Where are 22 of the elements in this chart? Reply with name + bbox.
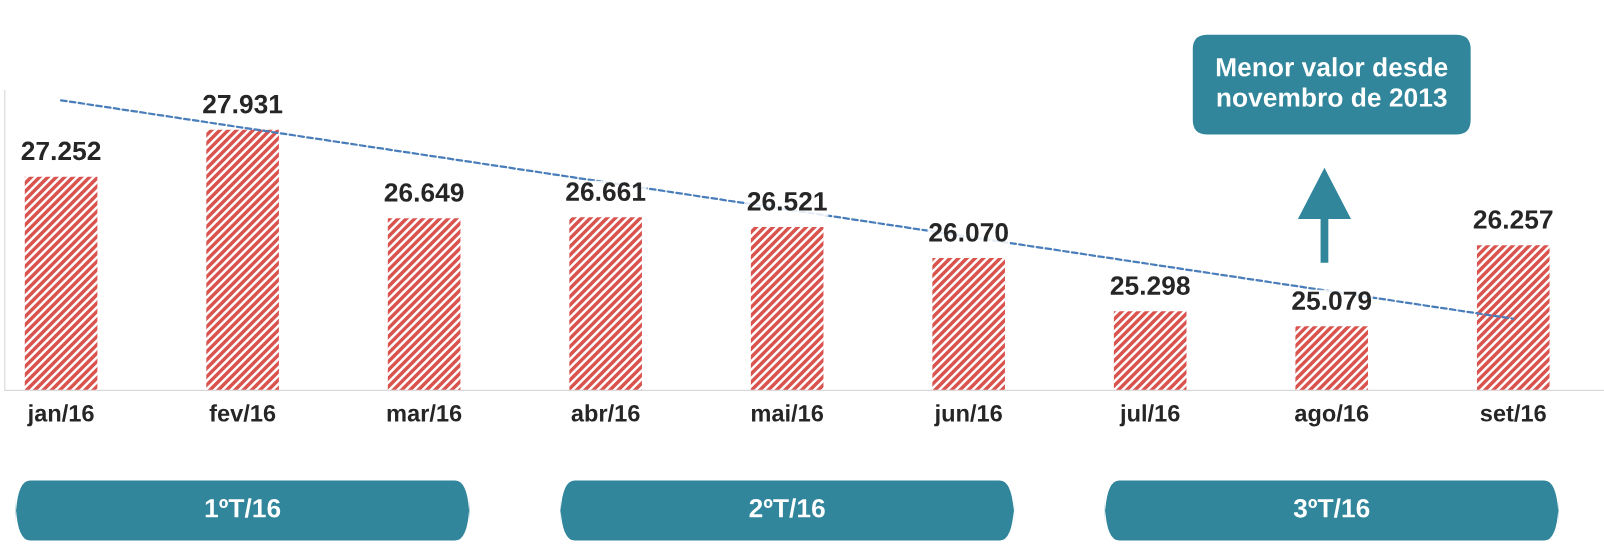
data-label: 27.931 [203,94,283,114]
x-tick-label: fev/16 [209,404,276,422]
data-label: 26.070 [929,223,1008,242]
data-label: 26.521 [747,191,827,211]
text: 1ºT/16 [205,498,281,518]
data-label: 27.252 [21,141,101,161]
data-label: 26.257 [1473,210,1553,229]
data-label: 26.661 [566,182,646,202]
text: 3ºT/16 [1293,498,1370,518]
x-tick-label: abr/16 [571,404,640,422]
x-tick-label: jun/16 [934,404,1002,427]
annotation: Menor valor desde novembro de 2013 [1216,57,1448,107]
x-tick-label: mai/16 [751,404,824,422]
x-tick-label: ago/16 [1295,404,1369,427]
data-label: 25.298 [1110,276,1190,295]
x-tick-label: jan/16 [27,404,94,427]
x-tick-label: mar/16 [387,404,462,422]
x-tick-label: set/16 [1480,404,1546,422]
x-tick-label: jul/16 [1119,404,1180,427]
text: 2ºT/16 [749,498,825,518]
data-label: 26.649 [384,183,464,202]
data-label: 25.079 [1292,291,1372,311]
